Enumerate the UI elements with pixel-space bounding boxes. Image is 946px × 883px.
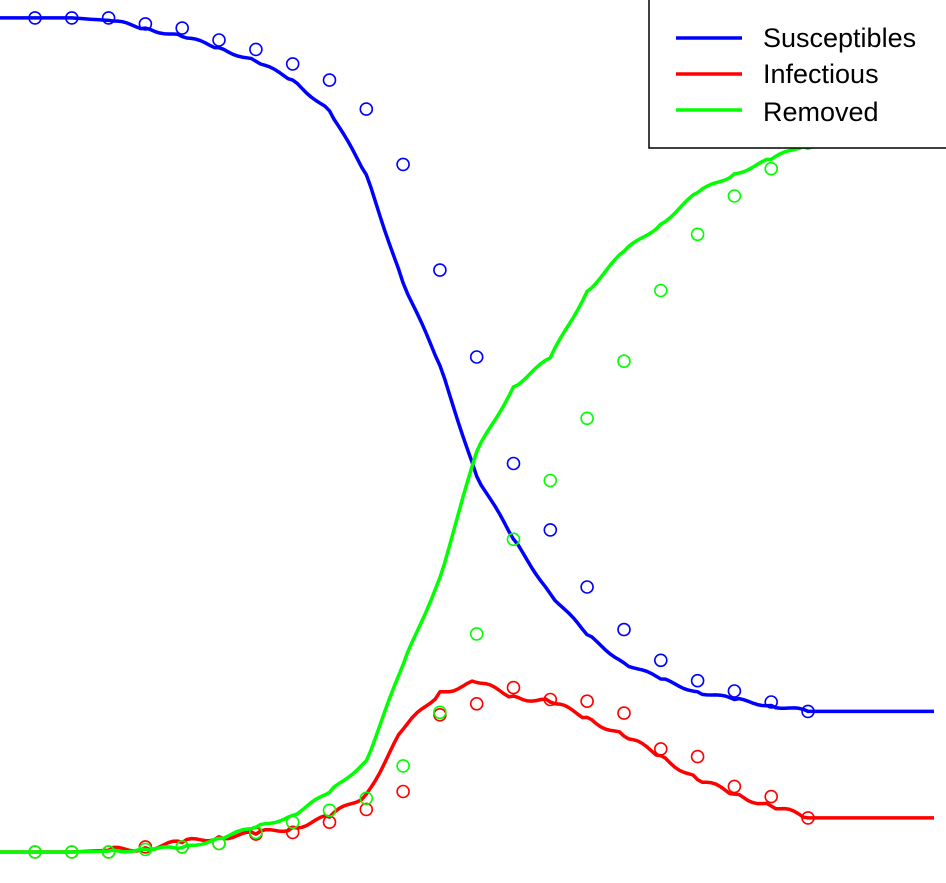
legend-label-infectious: Infectious	[763, 59, 879, 89]
marker-removed	[469, 627, 484, 641]
marker-removed	[690, 227, 705, 242]
marker-susceptibles	[396, 157, 410, 172]
marker-infectious	[801, 811, 815, 825]
marker-susceptibles	[433, 263, 447, 277]
series-removed	[0, 136, 934, 859]
marker-susceptibles	[212, 33, 226, 47]
legend: Susceptibles Infectious Removed	[648, 0, 946, 149]
marker-susceptibles	[690, 673, 705, 688]
marker-removed	[322, 803, 337, 818]
marker-removed	[433, 705, 447, 720]
marker-infectious	[396, 784, 410, 799]
marker-susceptibles	[322, 73, 337, 87]
marker-removed	[727, 189, 742, 203]
marker-infectious	[617, 706, 631, 720]
marker-susceptibles	[65, 11, 79, 25]
marker-removed	[65, 845, 79, 859]
marker-infectious	[285, 825, 300, 840]
marker-removed	[249, 825, 263, 840]
marker-removed	[617, 354, 631, 369]
marker-susceptibles	[249, 42, 263, 57]
marker-susceptibles	[653, 653, 668, 668]
marker-susceptibles	[727, 684, 742, 698]
marker-removed	[28, 845, 42, 859]
marker-removed	[359, 791, 374, 806]
marker-susceptibles	[617, 622, 631, 637]
marker-infectious	[727, 779, 742, 794]
marker-susceptibles	[359, 102, 374, 116]
marker-infectious	[690, 749, 705, 764]
marker-susceptibles	[580, 580, 594, 594]
marker-infectious	[506, 680, 521, 695]
marker-infectious	[469, 696, 484, 711]
marker-removed	[580, 411, 594, 426]
marker-susceptibles	[285, 57, 300, 71]
marker-infectious	[580, 694, 594, 709]
marker-susceptibles	[764, 695, 779, 709]
marker-infectious	[653, 742, 668, 756]
line-removed	[0, 141, 934, 854]
marker-removed	[764, 161, 779, 176]
series-layer	[0, 11, 934, 859]
marker-removed	[396, 759, 410, 773]
marker-infectious	[359, 802, 374, 817]
line-susceptibles	[0, 16, 934, 714]
marker-removed	[653, 283, 668, 298]
legend-label-removed: Removed	[763, 97, 879, 127]
marker-susceptibles	[506, 456, 521, 471]
marker-susceptibles	[101, 11, 116, 25]
marker-susceptibles	[543, 523, 558, 537]
series-susceptibles	[0, 11, 934, 719]
marker-removed	[101, 845, 116, 859]
marker-susceptibles	[175, 21, 189, 35]
marker-removed	[285, 815, 300, 830]
marker-infectious	[764, 789, 779, 804]
legend-label-susceptibles: Susceptibles	[763, 23, 916, 53]
marker-susceptibles	[28, 11, 42, 25]
marker-removed	[212, 836, 226, 851]
marker-removed	[506, 532, 521, 547]
marker-infectious	[543, 692, 558, 707]
marker-susceptibles	[469, 350, 484, 364]
marker-removed	[138, 842, 153, 857]
marker-removed	[543, 473, 558, 488]
marker-susceptibles	[801, 704, 815, 719]
marker-susceptibles	[138, 17, 153, 31]
marker-removed	[175, 840, 189, 854]
